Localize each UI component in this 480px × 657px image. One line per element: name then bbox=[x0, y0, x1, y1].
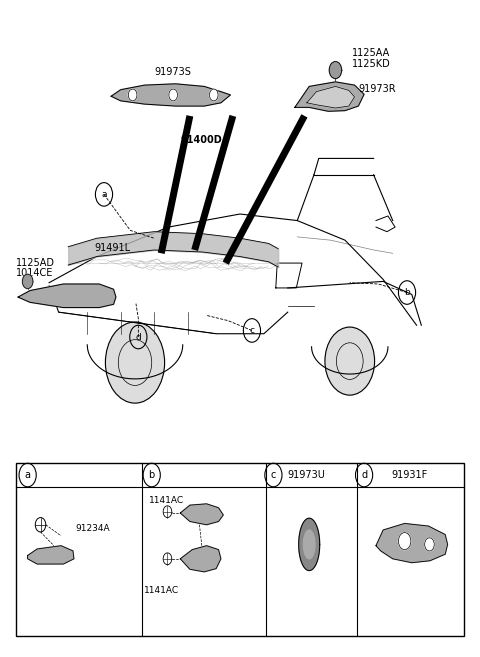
Text: 91931F: 91931F bbox=[391, 470, 428, 480]
Polygon shape bbox=[28, 546, 74, 564]
Circle shape bbox=[329, 62, 342, 79]
Text: 1125KD: 1125KD bbox=[352, 59, 391, 70]
Text: 91973R: 91973R bbox=[359, 84, 396, 95]
Polygon shape bbox=[299, 518, 320, 570]
Text: c: c bbox=[271, 470, 276, 480]
Circle shape bbox=[398, 533, 411, 550]
Polygon shape bbox=[295, 82, 364, 111]
Text: b: b bbox=[404, 288, 410, 297]
Circle shape bbox=[169, 89, 178, 101]
Polygon shape bbox=[18, 284, 116, 307]
Polygon shape bbox=[307, 87, 355, 108]
Text: 91491L: 91491L bbox=[95, 243, 131, 253]
Polygon shape bbox=[303, 530, 315, 559]
Circle shape bbox=[425, 538, 434, 551]
Text: 91973U: 91973U bbox=[288, 470, 326, 480]
Bar bbox=[16, 463, 464, 636]
Circle shape bbox=[128, 89, 137, 101]
Circle shape bbox=[325, 327, 374, 395]
Text: a: a bbox=[101, 190, 107, 199]
Circle shape bbox=[23, 274, 33, 288]
Text: 91973S: 91973S bbox=[155, 67, 192, 78]
Circle shape bbox=[209, 89, 218, 101]
Text: b: b bbox=[149, 470, 155, 480]
Polygon shape bbox=[111, 84, 230, 106]
Text: 91234A: 91234A bbox=[75, 524, 110, 533]
Text: a: a bbox=[24, 470, 31, 480]
Text: 1141AC: 1141AC bbox=[148, 496, 183, 505]
Polygon shape bbox=[376, 524, 447, 562]
Text: 1014CE: 1014CE bbox=[16, 268, 53, 278]
Text: 1141AC: 1141AC bbox=[144, 585, 179, 595]
Polygon shape bbox=[180, 504, 223, 525]
Polygon shape bbox=[180, 546, 221, 572]
Text: d: d bbox=[361, 470, 367, 480]
Circle shape bbox=[106, 322, 165, 403]
Text: d: d bbox=[135, 332, 141, 342]
Text: 91400D: 91400D bbox=[180, 135, 222, 145]
Text: 1125AA: 1125AA bbox=[352, 49, 390, 58]
Text: 1125AD: 1125AD bbox=[16, 258, 55, 267]
Text: c: c bbox=[250, 326, 254, 335]
